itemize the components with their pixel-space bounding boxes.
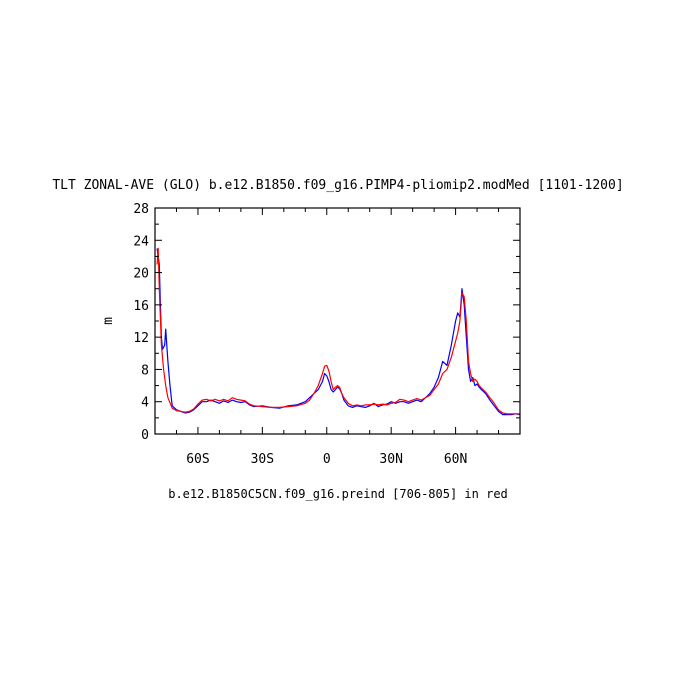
- chart-subtitle: b.e12.B1850C5CN.f09_g16.preind [706-805]…: [168, 487, 508, 501]
- axis-ticks: 0 4 8 12 16 20 24 28 60S 30S 0 30N 60N: [133, 202, 520, 467]
- y-tick-label: 12: [133, 331, 149, 346]
- x-tick-label: 30S: [251, 452, 274, 467]
- x-tick-label: 60N: [444, 452, 467, 467]
- x-tick-label: 60S: [186, 452, 209, 467]
- chart-title: TLT ZONAL-AVE (GLO) b.e12.B1850.f09_g16.…: [52, 178, 623, 193]
- y-tick-label: 24: [133, 234, 149, 249]
- y-axis-label: m: [101, 317, 116, 325]
- series-line-1: [156, 247, 520, 415]
- y-tick-label: 4: [141, 396, 149, 411]
- x-tick-label: 30N: [379, 452, 402, 467]
- y-tick-label: 28: [133, 202, 149, 217]
- y-tick-label: 0: [141, 428, 149, 443]
- y-tick-label: 16: [133, 299, 149, 314]
- plot-frame: [154, 207, 521, 435]
- series-layer: [156, 247, 521, 416]
- y-tick-label: 20: [133, 267, 149, 282]
- x-tick-label: 0: [323, 452, 331, 467]
- series-line-0: [156, 248, 521, 416]
- y-tick-label: 8: [141, 363, 149, 378]
